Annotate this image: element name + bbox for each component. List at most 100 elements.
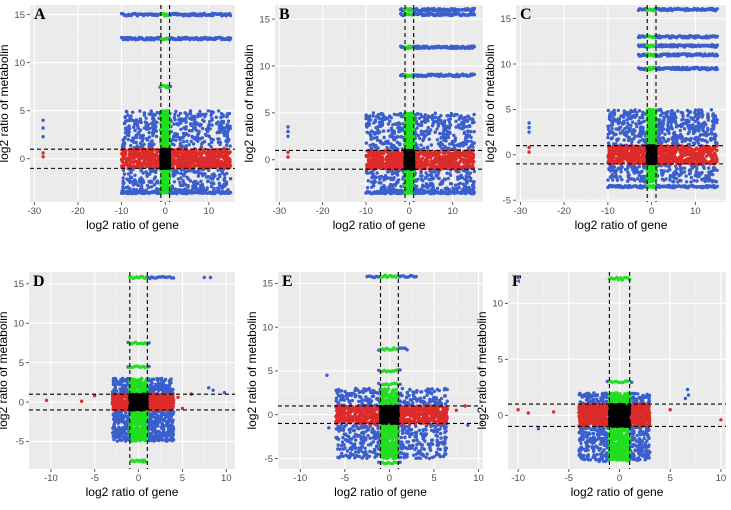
data-point xyxy=(142,113,147,117)
data-point xyxy=(383,116,387,120)
data-point xyxy=(162,172,167,176)
data-point xyxy=(434,119,438,124)
x-tick-label: 0 xyxy=(163,206,168,217)
data-point xyxy=(395,135,399,140)
data-point xyxy=(472,130,476,134)
data-point xyxy=(121,142,125,147)
data-point xyxy=(150,144,154,149)
data-point xyxy=(368,114,372,118)
data-point xyxy=(199,179,203,183)
data-point xyxy=(397,157,402,162)
data-point xyxy=(171,134,176,139)
data-point xyxy=(186,177,191,181)
data-point xyxy=(194,156,198,161)
data-point xyxy=(195,121,199,125)
data-point xyxy=(369,137,373,141)
data-point xyxy=(448,131,452,135)
data-point xyxy=(159,176,164,180)
data-point xyxy=(445,114,449,118)
data-point xyxy=(685,108,690,113)
data-point xyxy=(192,182,196,186)
data-point xyxy=(208,157,212,161)
data-point xyxy=(286,134,290,138)
data-point xyxy=(462,159,466,163)
data-point xyxy=(421,179,425,183)
data-point xyxy=(423,113,428,117)
data-point xyxy=(122,172,127,176)
data-point xyxy=(369,118,373,122)
data-point xyxy=(446,176,450,181)
data-point xyxy=(391,123,395,127)
data-point xyxy=(372,136,376,140)
data-point xyxy=(167,175,172,179)
data-point xyxy=(385,145,389,150)
data-point xyxy=(184,145,188,149)
data-point xyxy=(152,142,156,146)
data-point xyxy=(426,125,430,130)
data-point xyxy=(153,175,157,179)
data-point xyxy=(445,157,449,161)
data-point xyxy=(421,184,425,188)
data-point xyxy=(219,122,223,126)
data-point xyxy=(450,165,454,169)
data-point xyxy=(371,142,375,147)
data-point xyxy=(442,177,447,181)
data-point xyxy=(161,152,166,156)
data-point xyxy=(419,143,423,147)
x-tick-label: -30 xyxy=(27,206,41,217)
data-point xyxy=(133,173,137,177)
data-point xyxy=(128,157,132,162)
data-point xyxy=(443,132,447,137)
data-point xyxy=(228,177,233,181)
panel-label: A xyxy=(34,6,46,23)
data-point xyxy=(220,170,225,174)
data-point xyxy=(179,176,183,180)
data-point xyxy=(190,114,194,119)
data-point xyxy=(177,150,182,154)
x-axis-title: log2 ratio of gene xyxy=(333,218,426,232)
data-point xyxy=(395,113,399,117)
data-point xyxy=(218,142,222,147)
data-point xyxy=(210,123,214,127)
data-point xyxy=(620,177,624,182)
data-point xyxy=(433,170,437,174)
data-point xyxy=(426,119,430,123)
data-point xyxy=(433,111,437,115)
data-point xyxy=(440,164,444,168)
data-point xyxy=(122,154,127,158)
data-point xyxy=(172,180,177,184)
data-point xyxy=(207,164,212,168)
data-point xyxy=(371,172,375,176)
data-point xyxy=(127,177,132,182)
data-point xyxy=(472,112,476,117)
data-point xyxy=(445,130,450,134)
data-point xyxy=(422,130,427,134)
data-point xyxy=(194,137,198,142)
data-point xyxy=(392,143,396,148)
data-point xyxy=(148,162,152,167)
y-tick-label: 0 xyxy=(20,154,25,165)
data-point xyxy=(193,170,197,174)
data-point xyxy=(185,149,189,154)
data-point xyxy=(154,170,158,175)
data-point xyxy=(424,158,429,162)
data-point xyxy=(471,152,476,157)
data-point xyxy=(382,178,386,182)
data-point xyxy=(468,179,473,183)
data-point xyxy=(226,128,230,132)
y-axis-title: log2 ratio of metabolin xyxy=(242,44,256,162)
data-point xyxy=(429,159,434,163)
data-point xyxy=(134,135,139,140)
data-point xyxy=(422,165,426,169)
data-point xyxy=(465,175,470,179)
data-point xyxy=(370,175,374,180)
data-point xyxy=(465,124,469,129)
data-point xyxy=(198,154,203,158)
data-point xyxy=(458,153,462,157)
data-point xyxy=(465,139,469,144)
data-point xyxy=(462,130,467,134)
data-point xyxy=(209,140,214,144)
data-point xyxy=(154,134,159,139)
data-point xyxy=(187,129,192,133)
data-point xyxy=(140,181,144,186)
